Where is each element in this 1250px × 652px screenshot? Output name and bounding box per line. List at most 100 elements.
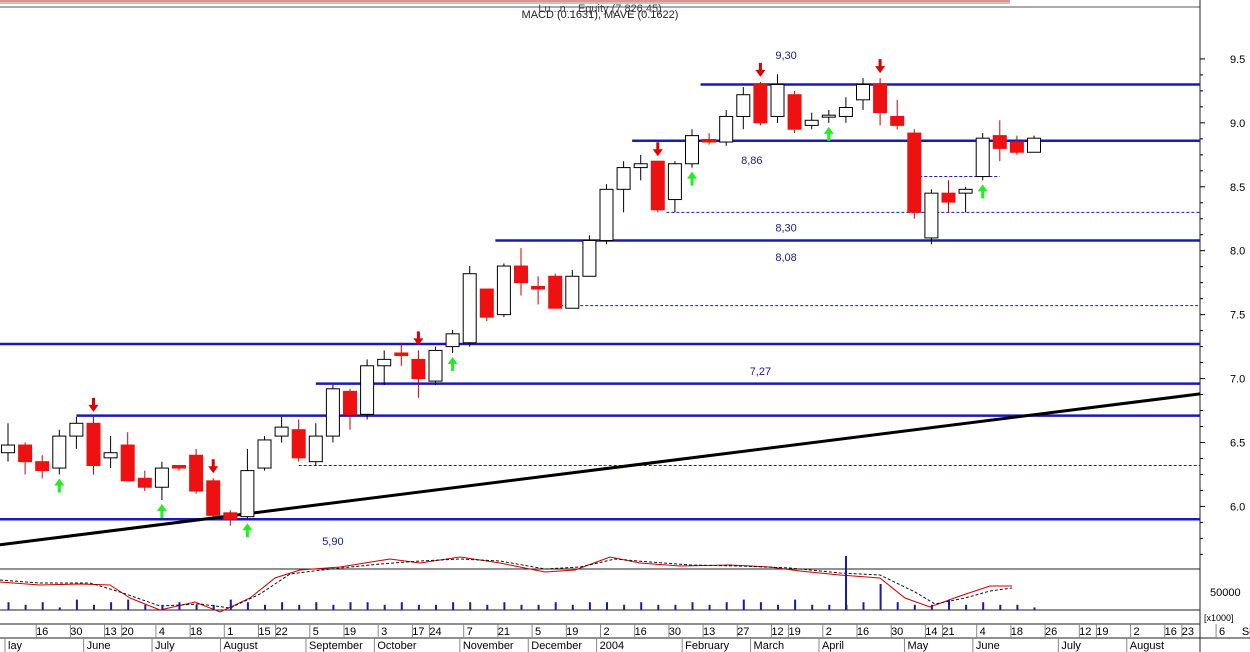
- buy-arrow-icon: [242, 523, 253, 538]
- day-label: 2: [603, 626, 609, 638]
- candle-body: [770, 83, 785, 117]
- candle-body: [343, 390, 357, 415]
- day-label: 30: [891, 626, 903, 638]
- volume-bars: [7, 584, 1036, 610]
- month-label: September: [309, 640, 363, 652]
- month-label: July: [155, 640, 175, 652]
- header-line-2: MACD (0.1631), MAVE (0.1622): [522, 9, 679, 21]
- day-label: 14: [925, 626, 937, 638]
- candle-body: [599, 188, 614, 241]
- level-labels: 9,30 8,86 8,30 8,08 7,27 5,90: [322, 50, 797, 548]
- day-label: 21: [942, 626, 954, 638]
- day-label: 19: [566, 626, 578, 638]
- price-tick-label: 7.0: [1230, 374, 1245, 386]
- candle-body: [582, 239, 597, 277]
- day-label: 13: [703, 626, 715, 638]
- day-label: 22: [275, 626, 287, 638]
- day-label: 23: [1182, 626, 1194, 638]
- sell-arrow-icon: [652, 142, 663, 157]
- sell-arrow-icon: [208, 459, 219, 474]
- day-label: 24: [429, 626, 441, 638]
- candle-body: [650, 160, 665, 211]
- candle-body: [958, 188, 973, 194]
- candle-body: [274, 426, 289, 437]
- volume-multiplier: [x1000]: [1204, 613, 1234, 623]
- level-label: 8,30: [775, 223, 796, 235]
- candle-body: [702, 138, 717, 143]
- candle-body: [667, 163, 682, 201]
- candle-body: [206, 480, 221, 516]
- buy-arrow-icon: [687, 171, 697, 186]
- month-label: October: [377, 640, 416, 652]
- day-label: 13: [104, 626, 116, 638]
- candle-body: [411, 358, 426, 380]
- volume-tick-label: 50000: [1210, 587, 1241, 599]
- candle-body: [1009, 141, 1024, 153]
- day-label: 2: [826, 626, 832, 638]
- candle-body: [291, 429, 306, 459]
- buy-arrow-icon: [977, 184, 988, 199]
- trendline-segment: [0, 392, 1201, 547]
- buy-arrow-icon: [54, 478, 65, 493]
- header-line-1: Lu...n... Equity (7 826,45): [538, 3, 662, 15]
- month-label: November: [463, 640, 514, 652]
- month-label: April: [822, 640, 844, 652]
- day-label: 18: [1011, 626, 1023, 638]
- candle-body: [907, 132, 922, 213]
- level-label: 8,86: [741, 155, 762, 167]
- candle-body: [565, 275, 580, 309]
- candle-body: [172, 465, 186, 469]
- candle-body: [154, 467, 169, 488]
- oscillator-panel: [0, 556, 1013, 613]
- level-label: 8,08: [775, 252, 796, 264]
- price-tick-label: 8.5: [1230, 182, 1245, 194]
- candle-body: [548, 275, 563, 309]
- sell-arrow-icon: [88, 397, 99, 412]
- day-label: 17: [412, 626, 424, 638]
- candle-body: [941, 192, 956, 203]
- month-label: May: [907, 640, 928, 652]
- candle-body: [69, 422, 84, 437]
- candle-body: [445, 333, 460, 348]
- candle-body: [753, 83, 768, 124]
- day-label: 12: [771, 626, 783, 638]
- price-tick-label: 9.0: [1230, 118, 1245, 130]
- day-label: 16: [36, 626, 48, 638]
- candle-body: [394, 352, 409, 357]
- day-label: 4: [159, 626, 165, 638]
- time-axis-days: 16 30 13 20 4 18 1 15 22 5 19 3 17 24 7 21 5 19 2 16 30 13 27 1…: [35, 624, 1250, 638]
- candle-body: [787, 94, 802, 130]
- candle-body: [86, 422, 101, 466]
- sell-arrow-icon: [755, 62, 766, 77]
- price-tick-label: 8.0: [1230, 246, 1245, 258]
- month-label: 2004: [600, 640, 624, 652]
- day-label: 19: [344, 626, 356, 638]
- candle-body: [736, 94, 751, 117]
- month-label: August: [1130, 640, 1164, 652]
- time-axis-months: lay June July August September October Novembe…: [4, 638, 1164, 652]
- candle-body: [137, 477, 152, 488]
- candle-body: [18, 444, 33, 463]
- price-axis: 9.5 9.0 8.5 8.0 7.5 7.0 6.5 6.0: [1200, 54, 1245, 555]
- candle-body: [975, 137, 990, 178]
- day-label: 30: [70, 626, 82, 638]
- buy-arrow-icon: [156, 504, 167, 519]
- month-label: February: [685, 640, 730, 652]
- candle-body: [856, 83, 870, 101]
- signal-line: [0, 558, 1013, 609]
- candle-body: [377, 358, 392, 367]
- level-label: 5,90: [322, 536, 343, 548]
- candle-body: [992, 135, 1007, 149]
- day-label: 30: [669, 626, 681, 638]
- candle-body: [924, 192, 939, 239]
- candle-body: [462, 273, 477, 344]
- price-tick-label: 9.5: [1230, 54, 1245, 66]
- candle-body: [633, 163, 648, 169]
- candle-body: [838, 107, 853, 117]
- candle-body: [240, 470, 255, 518]
- sell-arrow-icon: [875, 59, 886, 74]
- oscillator-line: [0, 556, 1012, 613]
- candle-body: [308, 435, 323, 463]
- candle-body: [685, 135, 699, 165]
